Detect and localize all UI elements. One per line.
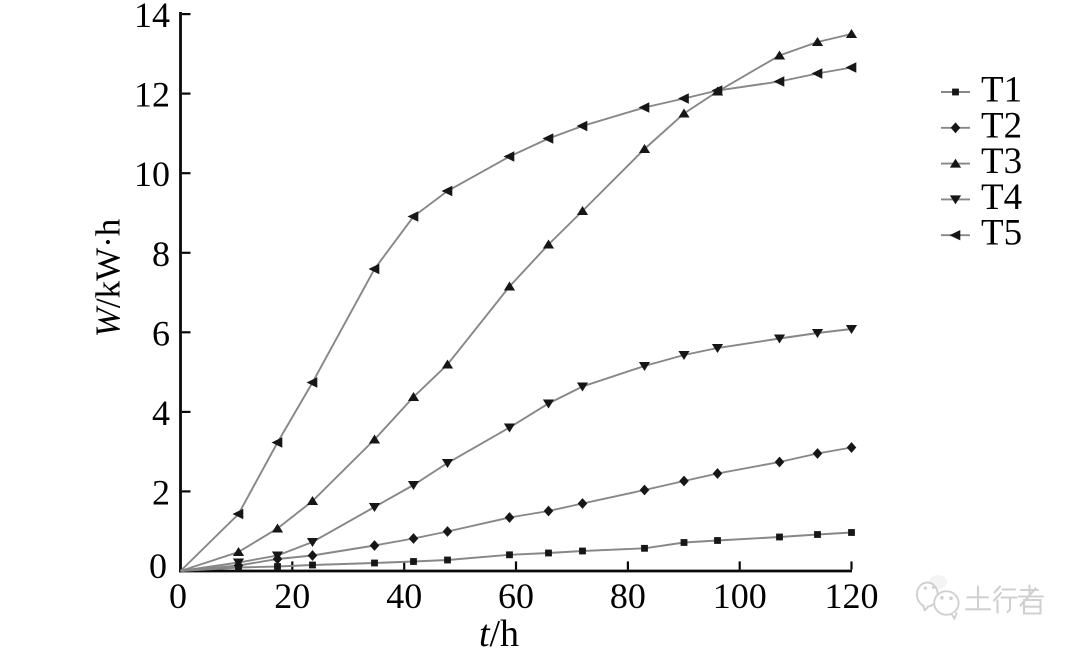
svg-text:T1: T1	[981, 70, 1022, 111]
svg-text:2: 2	[152, 472, 170, 512]
svg-text:40: 40	[386, 576, 422, 616]
svg-text:0: 0	[169, 576, 187, 616]
svg-text:W/kW·h: W/kW·h	[89, 218, 128, 337]
svg-text:10: 10	[134, 154, 170, 194]
svg-text:80: 80	[610, 576, 646, 616]
svg-text:8: 8	[152, 234, 170, 274]
svg-text:120: 120	[825, 576, 879, 616]
svg-text:T3: T3	[981, 141, 1022, 182]
svg-text:14: 14	[134, 0, 170, 35]
svg-text:100: 100	[713, 576, 767, 616]
svg-text:60: 60	[498, 576, 534, 616]
svg-text:12: 12	[134, 75, 170, 115]
svg-text:4: 4	[152, 393, 170, 433]
svg-text:20: 20	[274, 576, 310, 616]
svg-text:T5: T5	[981, 213, 1022, 254]
svg-text:0: 0	[149, 546, 167, 586]
svg-text:6: 6	[152, 313, 170, 353]
svg-text:t/h: t/h	[479, 613, 519, 648]
svg-text:T4: T4	[981, 177, 1022, 218]
svg-text:T2: T2	[981, 105, 1022, 146]
